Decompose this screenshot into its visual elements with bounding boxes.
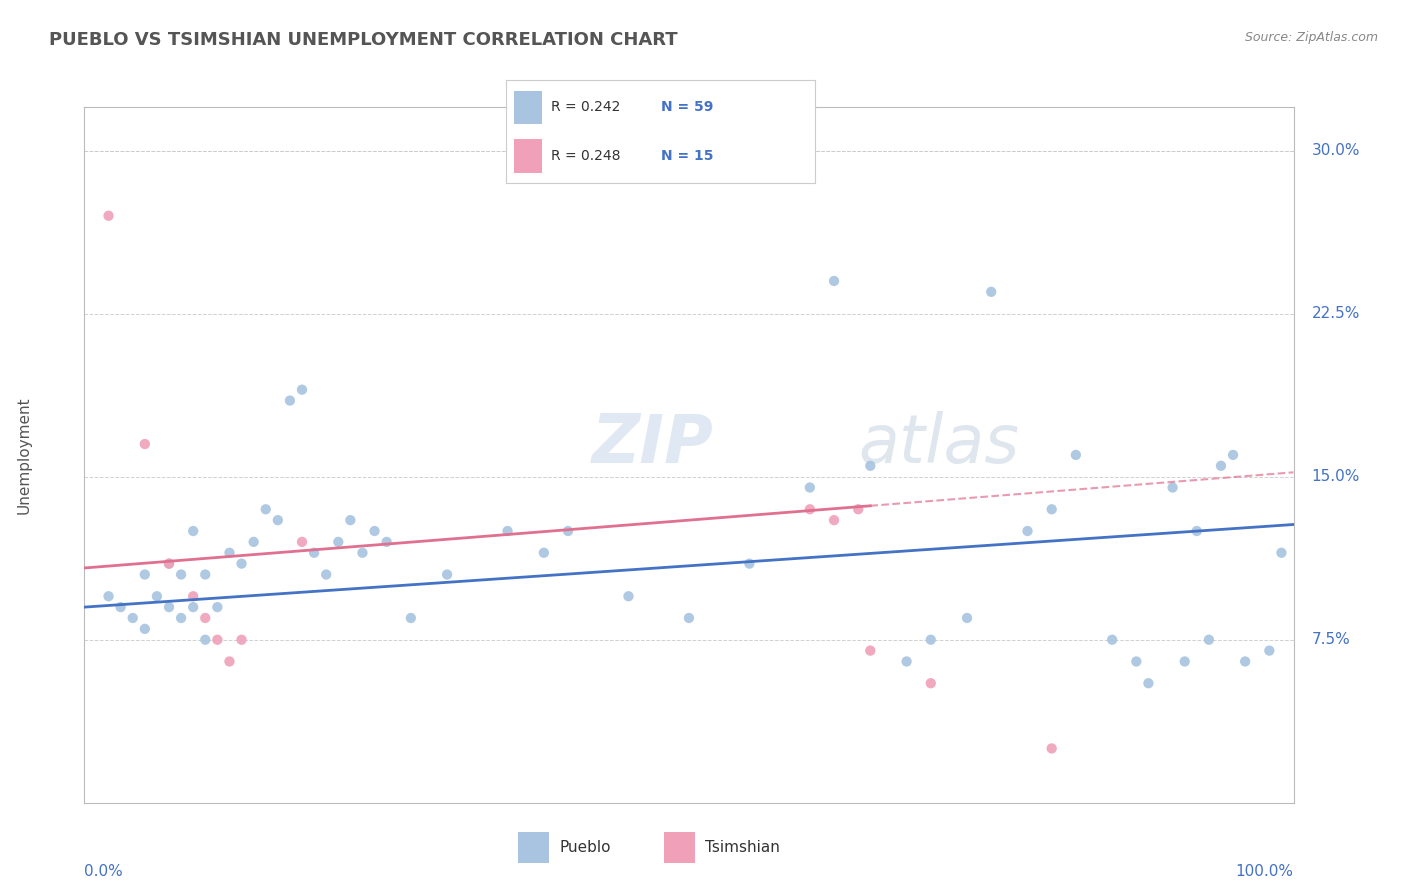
Text: N = 59: N = 59: [661, 101, 713, 114]
Point: [231, 557, 253, 571]
Point: [533, 546, 555, 560]
Point: [97, 589, 120, 603]
Point: [181, 589, 204, 603]
Point: [496, 524, 519, 538]
Point: [121, 611, 143, 625]
Point: [302, 546, 325, 560]
Point: [678, 611, 700, 625]
Point: [363, 524, 385, 538]
Text: R = 0.242: R = 0.242: [551, 101, 620, 114]
Point: [339, 513, 361, 527]
Point: [799, 502, 821, 516]
Point: [896, 655, 918, 669]
Point: [859, 458, 882, 473]
Point: [920, 676, 942, 690]
Text: 7.5%: 7.5%: [1312, 632, 1350, 648]
Point: [328, 535, 350, 549]
Point: [278, 393, 301, 408]
Point: [254, 502, 277, 516]
Point: [956, 611, 979, 625]
Point: [157, 557, 180, 571]
Text: 100.0%: 100.0%: [1236, 863, 1294, 879]
Point: [97, 209, 120, 223]
Point: [194, 632, 217, 647]
Point: [110, 600, 132, 615]
Point: [231, 632, 253, 647]
Point: [1161, 481, 1184, 495]
Point: [920, 632, 942, 647]
Point: [557, 524, 579, 538]
Point: [1064, 448, 1087, 462]
Point: [738, 557, 761, 571]
Text: PUEBLO VS TSIMSHIAN UNEMPLOYMENT CORRELATION CHART: PUEBLO VS TSIMSHIAN UNEMPLOYMENT CORRELA…: [49, 31, 678, 49]
Point: [194, 567, 217, 582]
Point: [218, 546, 240, 560]
Point: [181, 600, 204, 615]
Point: [194, 611, 217, 625]
Point: [846, 502, 869, 516]
Text: ZIP: ZIP: [592, 411, 714, 477]
Point: [399, 611, 422, 625]
Point: [1198, 632, 1220, 647]
Point: [134, 437, 156, 451]
Point: [207, 632, 229, 647]
Point: [207, 600, 229, 615]
Point: [157, 600, 180, 615]
Text: Pueblo: Pueblo: [560, 840, 610, 855]
Point: [1040, 502, 1063, 516]
Point: [218, 655, 240, 669]
Text: N = 15: N = 15: [661, 149, 713, 163]
Bar: [513, 139, 541, 173]
Point: [823, 513, 845, 527]
Point: [242, 535, 264, 549]
Point: [375, 535, 398, 549]
Text: atlas: atlas: [858, 411, 1019, 477]
Point: [617, 589, 640, 603]
Text: Tsimshian: Tsimshian: [704, 840, 780, 855]
Point: [267, 513, 290, 527]
Point: [436, 567, 458, 582]
Text: 22.5%: 22.5%: [1312, 306, 1360, 321]
Point: [291, 535, 314, 549]
Point: [1174, 655, 1197, 669]
Point: [1270, 546, 1292, 560]
Point: [1258, 643, 1281, 657]
Point: [1209, 458, 1232, 473]
Text: 30.0%: 30.0%: [1312, 143, 1360, 158]
Point: [181, 524, 204, 538]
Point: [859, 643, 882, 657]
Text: Unemployment: Unemployment: [17, 396, 31, 514]
Point: [1185, 524, 1208, 538]
Point: [146, 589, 169, 603]
Point: [1125, 655, 1147, 669]
Point: [170, 611, 193, 625]
Text: 0.0%: 0.0%: [84, 863, 124, 879]
Point: [799, 481, 821, 495]
Point: [291, 383, 314, 397]
Text: Source: ZipAtlas.com: Source: ZipAtlas.com: [1244, 31, 1378, 45]
Bar: [517, 831, 550, 863]
Bar: [513, 91, 541, 124]
Point: [1234, 655, 1257, 669]
Point: [134, 622, 156, 636]
Point: [1017, 524, 1039, 538]
Point: [823, 274, 845, 288]
Point: [1222, 448, 1244, 462]
Point: [980, 285, 1002, 299]
Point: [1101, 632, 1123, 647]
Text: R = 0.248: R = 0.248: [551, 149, 620, 163]
Point: [170, 567, 193, 582]
Point: [134, 567, 156, 582]
Point: [352, 546, 374, 560]
Text: 15.0%: 15.0%: [1312, 469, 1360, 484]
Point: [1040, 741, 1063, 756]
Bar: [664, 831, 695, 863]
Point: [1137, 676, 1160, 690]
Point: [157, 557, 180, 571]
Point: [315, 567, 337, 582]
